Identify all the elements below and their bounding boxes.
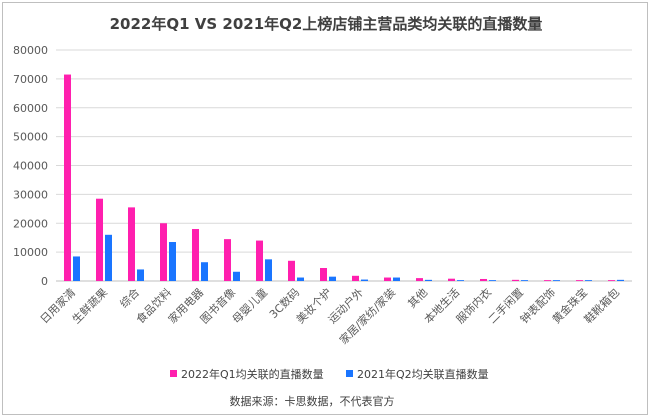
bar-2021q2 <box>233 271 240 281</box>
bar-2022q1 <box>352 275 359 281</box>
y-tick-label: 10000 <box>13 246 48 259</box>
bar-2022q1 <box>416 278 423 281</box>
bar-2021q2 <box>201 262 208 281</box>
bar-2022q1 <box>320 268 327 281</box>
bar-2022q1 <box>256 240 263 281</box>
bar-2021q2 <box>105 234 112 281</box>
bar-2021q2 <box>425 279 432 281</box>
bar-2021q2 <box>73 256 80 281</box>
bar-2021q2 <box>489 280 496 281</box>
chart-title: 2022年Q1 VS 2021年Q2上榜店铺主营品类均关联的直播数量 <box>110 15 543 33</box>
y-tick-label: 60000 <box>13 102 48 115</box>
x-category-label: 家居/家纺/家装 <box>336 285 398 347</box>
gridlines <box>56 49 632 282</box>
y-tick-label: 30000 <box>13 188 48 201</box>
bar-2022q1 <box>128 207 135 281</box>
y-tick-label: 0 <box>41 275 48 288</box>
legend-label-2022q1: 2022年Q1均关联的直播数量 <box>181 367 324 381</box>
bars <box>64 74 624 281</box>
bar-2022q1 <box>448 278 455 281</box>
x-category-label: 综合 <box>117 285 142 310</box>
y-tick-label: 70000 <box>13 73 48 86</box>
bar-2022q1 <box>608 280 615 281</box>
y-axis-ticks: 0 10000 20000 30000 40000 50000 60000 70000 8000… <box>13 44 48 288</box>
chart-frame <box>2 2 648 415</box>
legend-swatch-2021q2 <box>346 370 353 377</box>
legend-swatch-2022q1 <box>170 370 177 377</box>
y-tick-label: 50000 <box>13 131 48 144</box>
bar-2022q1 <box>160 223 167 281</box>
bar-2022q1 <box>384 277 391 281</box>
x-category-label: 生鲜蔬果 <box>69 285 110 326</box>
bar-2021q2 <box>457 280 464 281</box>
x-category-label: 其他 <box>405 286 430 311</box>
bar-2021q2 <box>617 279 624 281</box>
source-note: 数据来源：卡思数据，不代表官方 <box>230 394 395 408</box>
bar-2021q2 <box>137 269 144 281</box>
bar-2022q1 <box>544 280 551 281</box>
x-category-label: 鞋靴箱包 <box>581 285 622 326</box>
bar-2021q2 <box>393 277 400 281</box>
bar-2021q2 <box>585 280 592 281</box>
x-category-label: 母婴儿童 <box>229 285 270 326</box>
bar-2021q2 <box>521 280 528 281</box>
legend-label-2021q2: 2021年Q2均关联直播数量 <box>357 367 489 381</box>
y-tick-label: 20000 <box>13 217 48 230</box>
bar-2022q1 <box>192 229 199 281</box>
bar-2022q1 <box>288 260 295 281</box>
y-tick-label: 80000 <box>13 44 48 57</box>
bar-2021q2 <box>361 279 368 281</box>
bar-2022q1 <box>224 239 231 281</box>
bar-2021q2 <box>297 277 304 281</box>
bar-2021q2 <box>169 242 176 281</box>
bar-2021q2 <box>265 259 272 281</box>
legend: 2022年Q1均关联的直播数量 2021年Q2均关联直播数量 <box>170 367 489 381</box>
bar-2022q1 <box>64 74 71 281</box>
bar-2021q2 <box>553 280 560 281</box>
bar-2022q1 <box>576 280 583 281</box>
bar-2022q1 <box>480 278 487 281</box>
bar-2021q2 <box>329 276 336 281</box>
bar-2022q1 <box>512 279 519 281</box>
y-tick-label: 40000 <box>13 160 48 173</box>
bar-2022q1 <box>96 198 103 281</box>
